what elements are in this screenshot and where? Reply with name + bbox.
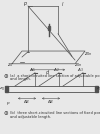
Text: (b)  three short-circuited line sections of fixed position: (b) three short-circuited line sections … bbox=[10, 111, 100, 115]
Text: $\Delta B$: $\Delta B$ bbox=[24, 98, 30, 105]
Text: $A_3$: $A_3$ bbox=[77, 66, 83, 74]
Text: $z_0$: $z_0$ bbox=[7, 61, 13, 69]
Text: $p$: $p$ bbox=[23, 0, 27, 8]
Text: $z_{0n}$: $z_{0n}$ bbox=[84, 50, 92, 58]
Text: $z_{0n}$: $z_{0n}$ bbox=[74, 61, 82, 69]
Text: and adjustable length.: and adjustable length. bbox=[10, 115, 51, 119]
Text: $\circledast$: $\circledast$ bbox=[3, 72, 9, 80]
Text: $A_1$: $A_1$ bbox=[29, 66, 35, 74]
Text: $\Delta B$: $\Delta B$ bbox=[48, 98, 55, 105]
Text: $z_{0n}$: $z_{0n}$ bbox=[96, 85, 100, 93]
Bar bbox=[95, 86, 98, 92]
Text: $d$: $d$ bbox=[45, 68, 51, 76]
Text: (a)  a short-circuited line section of adjustable position: (a) a short-circuited line section of ad… bbox=[10, 74, 100, 78]
Text: $z_0$: $z_0$ bbox=[0, 85, 5, 93]
Text: $\circledast$: $\circledast$ bbox=[3, 109, 9, 117]
Polygon shape bbox=[48, 26, 50, 30]
Text: $A_2$: $A_2$ bbox=[53, 66, 59, 74]
Text: $p$: $p$ bbox=[6, 100, 10, 107]
Bar bbox=[5, 86, 8, 92]
Text: and length.: and length. bbox=[10, 77, 31, 81]
Text: $l$: $l$ bbox=[61, 0, 65, 8]
